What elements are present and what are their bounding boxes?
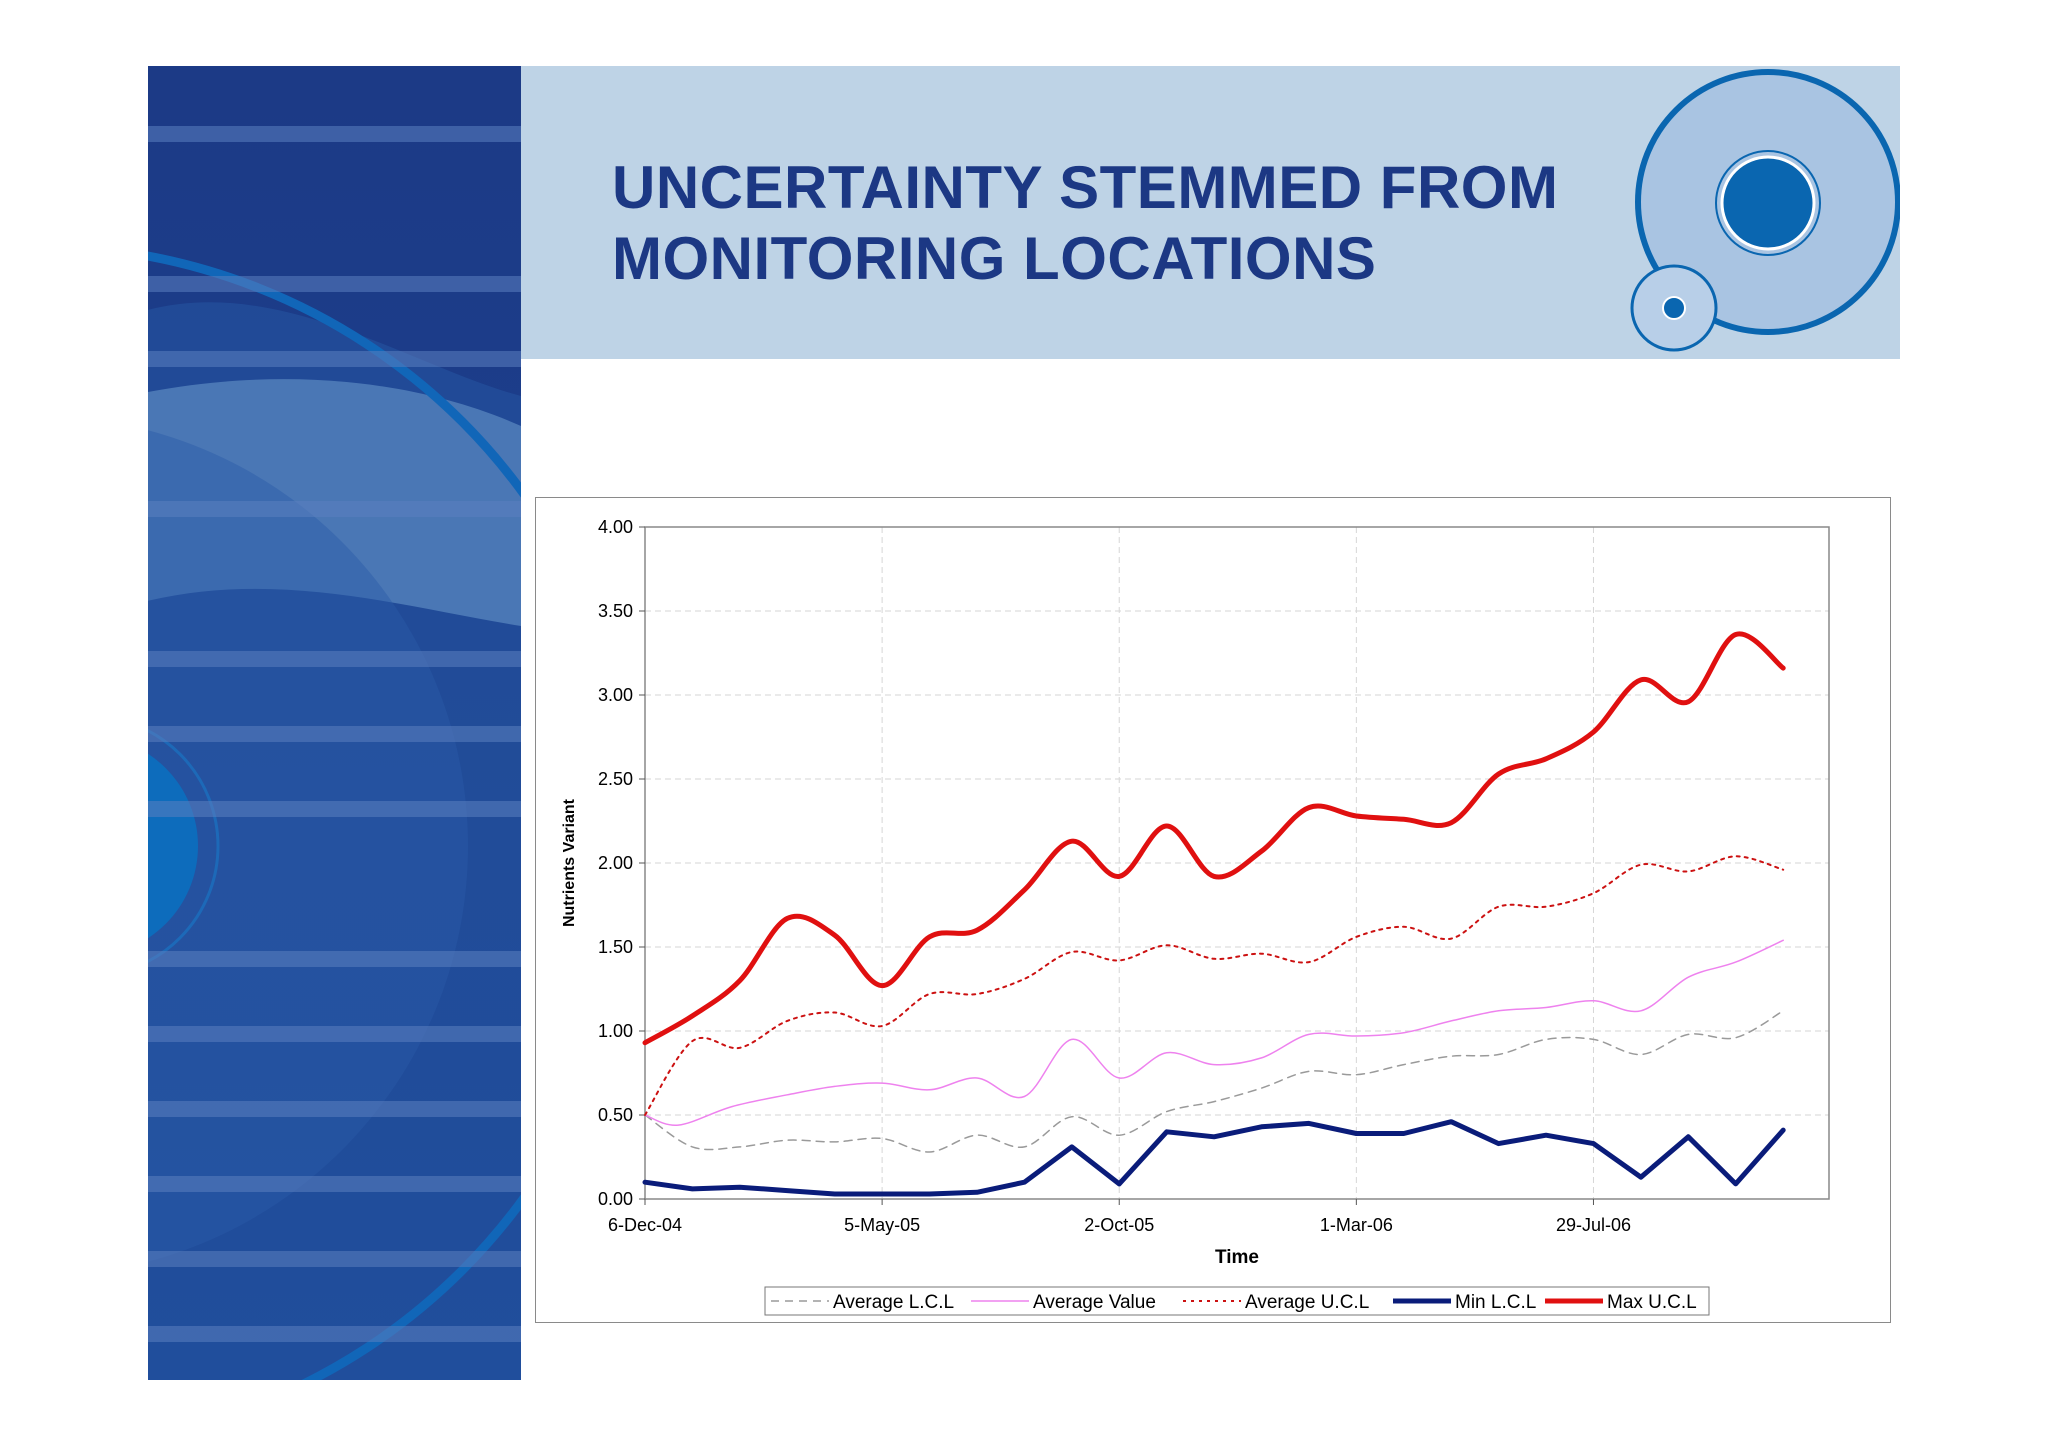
legend-label: Average Value [1033, 1292, 1156, 1313]
series-line-average-value [644, 939, 1784, 1126]
y-axis: 0.00 0.50 1.00 1.50 2.00 2.50 3.00 3.50 4.00 [598, 517, 645, 1209]
y-tick-label: 2.00 [598, 853, 633, 873]
slide-title: UNCERTAINTY STEMMED FROM MONITORING LOCA… [612, 152, 1558, 294]
x-tick-label: 1-Mar-06 [1320, 1215, 1393, 1235]
y-tick-label: 0.50 [598, 1105, 633, 1125]
x-tick-label: 5-May-05 [844, 1215, 920, 1235]
legend-label: Min L.C.L [1455, 1292, 1536, 1313]
legend: Average L.C.L Average Value Average U.C.L M… [764, 1286, 1710, 1316]
x-axis: 6-Dec-04 5-May-05 2-Oct-05 1-Mar-06 29-Jul-0… [608, 1199, 1631, 1235]
y-tick-label: 0.00 [598, 1189, 633, 1209]
slide-title-line-1: UNCERTAINTY STEMMED FROM [612, 154, 1559, 221]
decorative-left-panel [148, 66, 521, 1380]
y-tick-label: 1.50 [598, 937, 633, 957]
legend-label: Max U.C.L [1607, 1292, 1697, 1313]
series-lines [642, 631, 1786, 1197]
y-tick-label: 4.00 [598, 517, 633, 537]
series-line-min-l-c-l [642, 1119, 1786, 1197]
y-tick-label: 1.00 [598, 1021, 633, 1041]
chart-gridlines [645, 527, 1829, 1199]
circles-art [1630, 69, 1900, 352]
x-tick-label: 6-Dec-04 [608, 1215, 682, 1235]
decorative-circles [1620, 66, 1900, 359]
chart-frame: 0.00 0.50 1.00 1.50 2.00 2.50 3.00 3.50 4.00 6-D… [535, 497, 1891, 1323]
y-tick-label: 3.00 [598, 685, 633, 705]
series-line-max-u-c-l [642, 631, 1786, 1046]
y-tick-label: 2.50 [598, 769, 633, 789]
series-line-average-l-c-l [644, 1010, 1784, 1153]
slide-title-line-2: MONITORING LOCATIONS [612, 225, 1377, 292]
legend-label: Average U.C.L [1245, 1292, 1369, 1313]
left-panel-art [148, 66, 521, 1380]
legend-label: Average L.C.L [833, 1292, 954, 1313]
x-tick-label: 2-Oct-05 [1084, 1215, 1154, 1235]
series-line-average-u-c-l [644, 855, 1785, 1116]
x-axis-label: Time [1215, 1247, 1259, 1268]
x-tick-label: 29-Jul-06 [1556, 1215, 1631, 1235]
y-tick-label: 3.50 [598, 601, 633, 621]
y-axis-label: Nutrients Variant [561, 798, 578, 927]
line-chart: 0.00 0.50 1.00 1.50 2.00 2.50 3.00 3.50 4.00 6-D… [561, 517, 1830, 1316]
